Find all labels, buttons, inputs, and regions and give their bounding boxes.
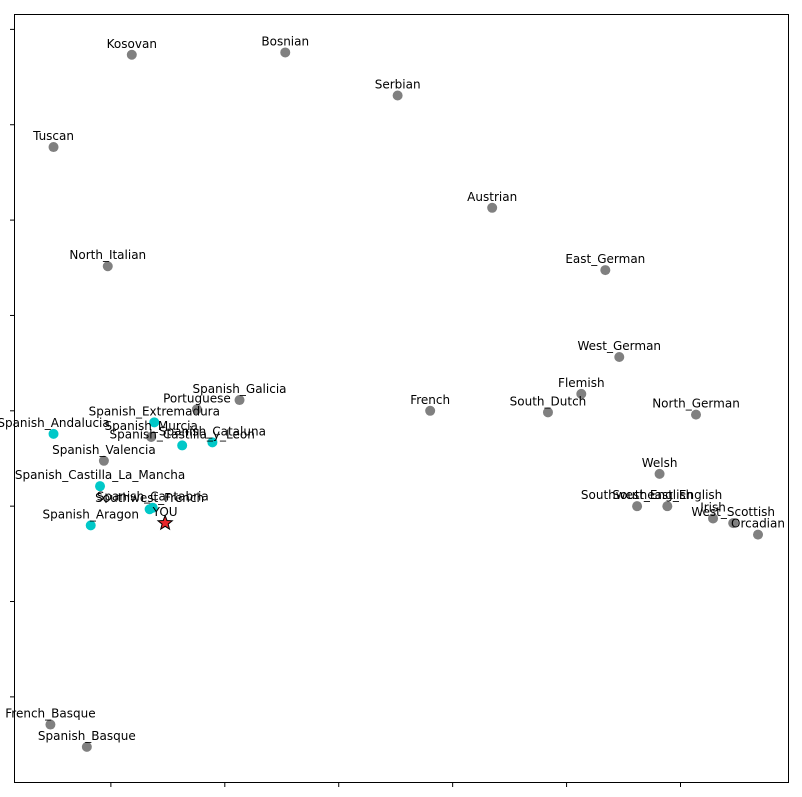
label-kosovan: Kosovan	[107, 37, 157, 51]
plot-frame	[14, 14, 789, 783]
point-welsh	[654, 468, 665, 479]
label-welsh: Welsh	[642, 456, 678, 470]
label-spanish-aragon: Spanish_Aragon	[42, 507, 138, 521]
label-austrian: Austrian	[467, 190, 517, 204]
label-west-german: West_German	[577, 339, 661, 353]
label-irish: Irish	[700, 500, 726, 514]
point-southwest-french	[144, 504, 155, 515]
point-you	[156, 514, 174, 531]
point-east-german	[600, 265, 611, 276]
label-southeast-english: Southeast_English	[612, 488, 722, 502]
label-spanish-valencia: Spanish_Valencia	[52, 443, 156, 457]
point-north-italian	[102, 261, 113, 272]
point-spanish-murcia	[146, 431, 157, 442]
point-spanish-extremadura	[149, 417, 160, 428]
label-north-italian: North_Italian	[69, 248, 146, 262]
point-irish	[708, 513, 719, 524]
label-portuguese: Portuguese	[163, 391, 231, 405]
point-south-dutch	[542, 407, 553, 418]
label-tuscan: Tuscan	[32, 129, 74, 143]
point-spanish-valencia	[98, 455, 109, 466]
point-flemish	[576, 388, 587, 399]
point-spanish-andalucia	[48, 428, 59, 439]
label-southwest-french: Southwest_French	[95, 491, 204, 505]
label-flemish: Flemish	[558, 376, 605, 390]
point-orcadian	[753, 529, 763, 540]
point-labels: Kosovan Bosnian Serbian Tuscan Austrian North…	[0, 34, 785, 742]
point-spanish-cataluna	[207, 437, 218, 448]
label-south-dutch: South_Dutch	[510, 394, 587, 408]
label-east-german: East_German	[565, 252, 645, 266]
point-french-basque	[45, 719, 56, 730]
point-tuscan	[48, 142, 59, 153]
label-french-basque: French_Basque	[5, 707, 95, 721]
point-southwest-english	[632, 501, 643, 512]
point-west-german	[614, 351, 625, 362]
label-southwest-english: Southwest_English	[581, 488, 693, 502]
point-west-scottish	[728, 518, 739, 529]
point-spanish-galicia	[234, 395, 245, 406]
label-spanish-murcia: Spanish_Murcia	[105, 419, 198, 433]
label-you: YOU	[152, 505, 178, 519]
point-spanish-castilla-la-mancha	[95, 481, 106, 492]
label-spanish-basque: Spanish_Basque	[38, 729, 136, 743]
point-french	[425, 405, 436, 416]
label-spanish-extremadura: Spanish_Extremadura	[89, 404, 220, 418]
label-orcadian: Orcadian	[731, 517, 785, 531]
label-spanish-andalucia: Spanish_Andalucia	[0, 416, 110, 430]
point-spanish-aragon	[85, 520, 96, 531]
point-austrian	[487, 202, 498, 213]
point-southeast-english	[662, 501, 673, 512]
label-spanish-cantabria: Spanish_Cantabria	[97, 490, 209, 504]
point-serbian	[392, 90, 403, 101]
label-spanish-galicia: Spanish_Galicia	[193, 382, 287, 396]
label-spanish-castilla-la-mancha: Spanish_Castilla_La_Mancha	[15, 468, 185, 482]
label-spanish-castilla-y-leon: Spanish_Castilla_y_Leon	[110, 427, 255, 441]
label-serbian: Serbian	[375, 78, 421, 92]
point-north-german	[691, 409, 701, 420]
label-bosnian: Bosnian	[261, 34, 309, 48]
label-french: French	[410, 393, 450, 407]
label-spanish-cataluna: Spanish_Cataluna	[159, 424, 266, 438]
point-spanish-basque	[81, 741, 92, 752]
data-points	[45, 47, 763, 752]
label-west-scottish: West_Scottish	[691, 505, 775, 519]
point-kosovan	[126, 49, 137, 60]
point-bosnian	[280, 47, 291, 58]
label-north-german: North_German	[652, 397, 740, 411]
point-spanish-castilla-y-leon	[177, 440, 188, 451]
axis-ticks	[10, 28, 681, 787]
point-portuguese	[191, 404, 202, 415]
